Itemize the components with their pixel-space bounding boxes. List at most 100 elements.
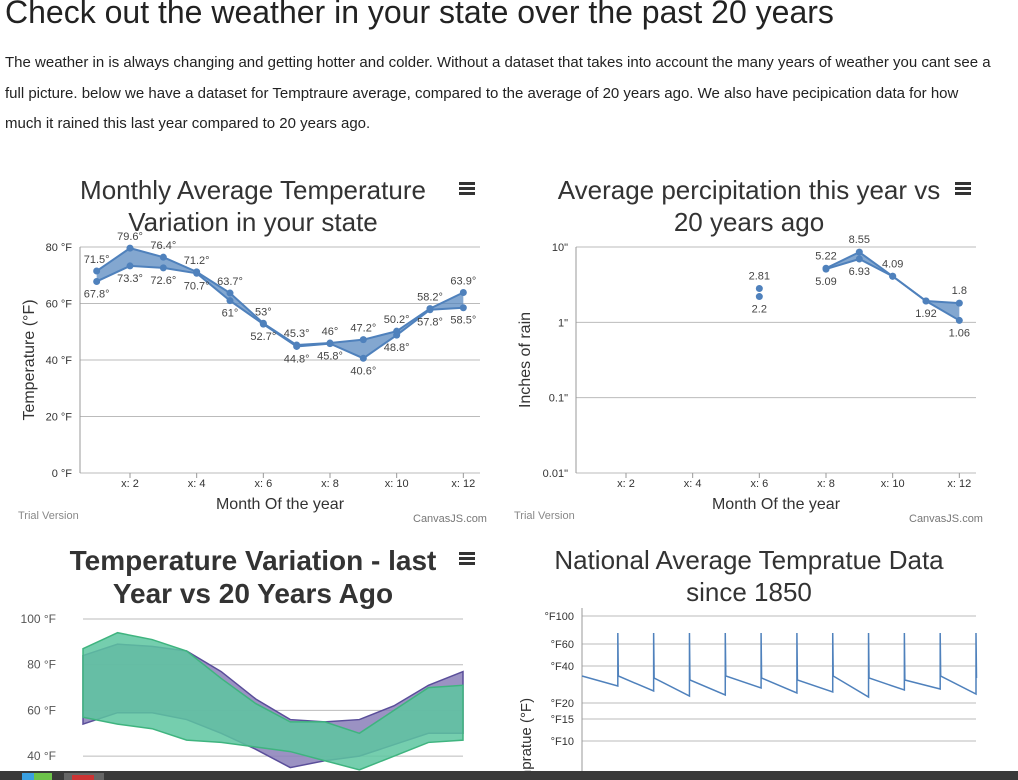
data-point-low (259, 320, 267, 328)
chart-menu-icon[interactable] (459, 182, 475, 196)
data-point-low (93, 277, 101, 285)
data-label: 5.09 (815, 276, 836, 288)
data-point-low (293, 342, 301, 350)
data-label-high: 53° (255, 306, 272, 318)
x-tick-label: x: 10 (385, 478, 409, 490)
y-axis-title: Temperature (°F) (21, 299, 38, 420)
app-icon[interactable] (22, 773, 52, 780)
chart-menu-icon[interactable] (459, 552, 475, 566)
x-tick-label: x: 6 (750, 478, 768, 490)
temperature-variation-chart[interactable]: Temperature Variation - last Year vs 20 … (10, 538, 500, 771)
range-area (96, 248, 464, 359)
data-point-low (326, 340, 334, 348)
data-point-high (955, 299, 963, 307)
data-label-high: 46° (322, 326, 339, 338)
y-axis-title: Tempratue (°F) (518, 698, 535, 771)
data-point-high (159, 253, 167, 261)
trial-version-label: Trial Version (18, 510, 79, 522)
data-point-low (822, 265, 830, 273)
chart-title-line1: Average percipitation this year vs (558, 175, 941, 205)
temperature-variation-plot: Temperature Variation - last Year vs 20 … (21, 545, 464, 771)
data-label-high: 63.9° (450, 275, 476, 287)
precipitation-chart[interactable]: Average percipitation this year vs 20 ye… (506, 168, 996, 528)
data-label: 2.81 (749, 271, 770, 283)
data-label-low: 67.8° (84, 288, 110, 300)
y-tick-label: 80 °F (27, 658, 56, 672)
trial-version-label: Trial Version (514, 510, 575, 522)
chart-title-line2: since 1850 (686, 577, 812, 607)
temperature-range-plot: Monthly Average Temperature Variation in… (21, 175, 480, 513)
data-label: 1.92 (915, 308, 936, 320)
temperature-range-chart[interactable]: Monthly Average Temperature Variation in… (10, 168, 500, 528)
x-tick-label: x: 2 (121, 478, 139, 490)
data-label-high: 71.2° (184, 255, 210, 267)
data-point-low (855, 255, 863, 263)
data-point-high (459, 288, 467, 296)
data-point-high (126, 244, 134, 252)
data-point-low (955, 316, 963, 324)
taskbar (0, 771, 1018, 780)
variation-area (82, 631, 464, 771)
canvasjs-credit-link[interactable]: CanvasJS.com (413, 513, 487, 525)
y-tick-label: 60 °F (46, 299, 73, 311)
y-tick-label: °F20 (551, 698, 574, 710)
chart-title-line1: Temperature Variation - last (70, 545, 437, 576)
data-label-low: 72.6° (150, 275, 176, 287)
precipitation-plot: Average percipitation this year vs 20 ye… (517, 175, 976, 513)
data-point-low (226, 297, 234, 305)
x-tick-label: x: 6 (254, 478, 272, 490)
data-label-low: 52.7° (250, 331, 276, 343)
data-point-low (126, 262, 134, 270)
x-axis-title: Month Of the year (216, 496, 345, 513)
y-tick-label: 1" (558, 317, 568, 329)
y-tick-label: 0.1" (549, 393, 568, 405)
data-point-low (159, 264, 167, 272)
chart-menu-icon[interactable] (951, 182, 975, 196)
chart-title-line2: Year vs 20 Years Ago (113, 578, 393, 609)
y-tick-label: °F40 (551, 661, 574, 673)
y-tick-label: 40 °F (27, 749, 56, 763)
data-label-low: 70.7° (184, 280, 210, 292)
data-point-high (855, 248, 863, 256)
y-tick-label: 60 °F (27, 703, 56, 717)
chart-title-line2: Variation in your state (128, 207, 378, 237)
data-label: 4.09 (882, 258, 903, 270)
national-temperature-chart[interactable]: National Average Tempratue Data since 18… (506, 538, 996, 771)
x-tick-label: x: 8 (817, 478, 835, 490)
data-point-high (93, 267, 101, 275)
x-tick-label: x: 8 (321, 478, 339, 490)
low-line (96, 264, 464, 360)
data-label-low: 58.5° (450, 315, 476, 327)
y-tick-label: 40 °F (46, 355, 73, 367)
data-point-low (193, 269, 201, 277)
data-label-low: 48.8° (384, 342, 410, 354)
canvasjs-credit-link[interactable]: CanvasJS.com (909, 513, 983, 525)
x-tick-label: x: 10 (881, 478, 905, 490)
x-tick-label: x: 4 (684, 478, 702, 490)
x-axis-title: Month Of the year (712, 496, 841, 513)
data-label-low: 73.3° (117, 273, 143, 285)
x-tick-label: x: 4 (188, 478, 206, 490)
y-tick-label: °F10 (551, 736, 574, 748)
window-tab[interactable] (64, 773, 104, 780)
y-tick-label: °F60 (551, 639, 574, 651)
x-tick-label: x: 12 (451, 478, 475, 490)
y-tick-label: °F100 (545, 611, 574, 623)
data-label-high: 76.4° (150, 240, 176, 252)
data-label: 1.06 (949, 327, 970, 339)
data-label: 2.2 (752, 304, 767, 316)
data-label-high: 50.2° (384, 314, 410, 326)
data-label-high: 45.3° (284, 328, 310, 340)
data-point-low (922, 297, 930, 305)
x-tick-label: x: 12 (947, 478, 971, 490)
data-label-high: 47.2° (350, 323, 376, 335)
chart-title-line1: Monthly Average Temperature (80, 175, 426, 205)
data-label-low: 40.6° (350, 365, 376, 377)
y-tick-label: °F15 (551, 714, 574, 726)
data-label-low: 45.8° (317, 351, 343, 363)
data-label: 1.8 (952, 285, 967, 297)
data-label-low: 57.8° (417, 317, 443, 329)
temperature-line (581, 632, 978, 699)
data-point-high (755, 285, 763, 293)
data-point-low (359, 354, 367, 362)
